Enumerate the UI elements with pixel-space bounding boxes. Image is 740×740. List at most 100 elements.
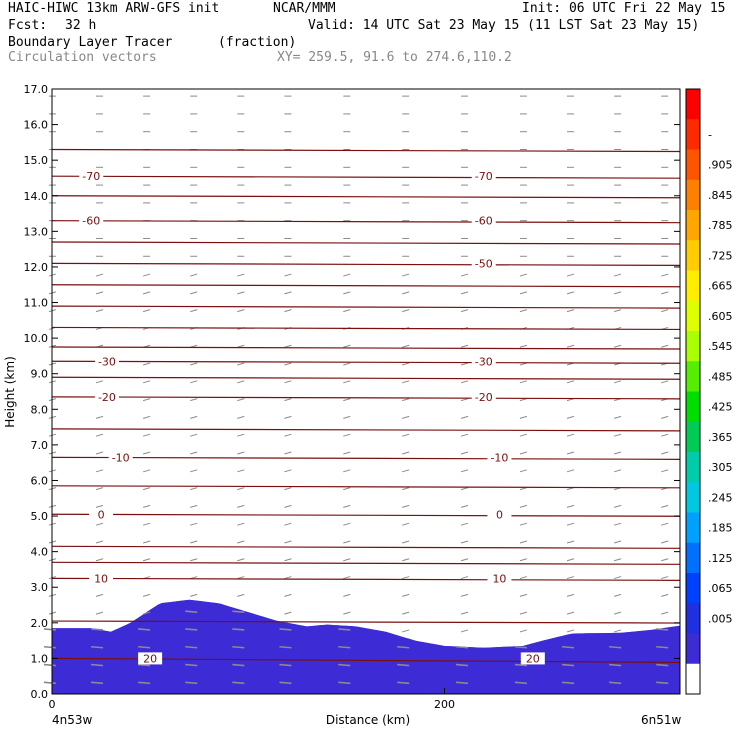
vector-arrow	[343, 433, 351, 437]
vector-arrow	[142, 398, 151, 402]
isotherm-label: -20	[475, 391, 493, 404]
vector-arrow	[460, 433, 469, 437]
vector-arrow	[460, 576, 469, 580]
isotherm-line	[51, 195, 681, 199]
vector-arrow	[343, 540, 351, 544]
isotherm-label-bg	[138, 652, 163, 665]
colorbar-label: .005	[708, 612, 733, 625]
isotherm-label: 10	[94, 572, 108, 585]
isotherm-label-bg	[94, 355, 119, 368]
vector-arrow	[613, 629, 622, 633]
isotherm-label: 10	[492, 572, 506, 585]
vector-arrow	[519, 380, 528, 384]
vector-arrow	[232, 663, 245, 667]
vector-arrow	[237, 451, 245, 455]
vector-arrow	[402, 576, 410, 580]
vector-arrow	[90, 645, 104, 649]
vector-arrow	[237, 415, 245, 419]
vector-arrow	[95, 273, 104, 277]
vector-arrow	[279, 681, 292, 685]
vector-arrow	[519, 522, 528, 526]
vector-arrow	[656, 681, 669, 685]
colorbar-label: .845	[708, 189, 733, 202]
vector-arrow	[43, 628, 56, 631]
vector-arrow	[613, 522, 622, 526]
isotherm-label: -70	[82, 170, 100, 183]
vector-arrow	[185, 645, 198, 649]
vector-arrow	[190, 469, 198, 473]
plot-frame	[51, 88, 681, 695]
vector-arrow	[232, 610, 245, 613]
vector-arrow	[232, 681, 245, 685]
vector-arrow	[566, 433, 575, 437]
vector-arrow	[284, 273, 292, 277]
vector-arrow	[519, 451, 528, 455]
vector-arrow	[95, 593, 104, 597]
vector-arrow	[519, 433, 528, 437]
colorbar-label: .125	[708, 552, 733, 565]
vector-arrow	[613, 611, 622, 615]
vector-arrow	[142, 540, 151, 544]
vector-arrow	[397, 645, 410, 649]
vector-arrow	[566, 309, 575, 313]
vector-arrow	[190, 380, 198, 384]
vector-arrow	[514, 663, 527, 667]
colorbar-label: .065	[708, 582, 733, 595]
y-ticks: 0.0 1.0 2.0 3.0 4.0 5.0 6.0 7.0 8.0 9.0 10.0 11.0 12…	[24, 83, 680, 701]
colorbar-label: .905	[708, 159, 733, 172]
field-units: (fraction)	[218, 35, 297, 50]
vector-arrow	[566, 504, 575, 508]
vector-arrow	[519, 629, 528, 633]
vector-arrow	[95, 611, 104, 615]
vector-arrow	[95, 415, 104, 419]
vector-arrow	[190, 487, 198, 491]
vector-arrow	[343, 415, 351, 419]
y-tick-label: 17.0	[24, 83, 49, 96]
y-axis-label: Height (km)	[3, 356, 17, 427]
vector-arrow	[519, 487, 528, 491]
isotherm-label-bg	[108, 451, 133, 464]
y-tick-label: 10.0	[24, 332, 49, 345]
colorbar-swatch	[686, 512, 700, 544]
colorbar-swatch	[686, 391, 700, 423]
vector-arrow	[613, 540, 622, 544]
vector-arrow	[402, 611, 410, 615]
tracer-fill	[52, 599, 680, 694]
vector-arrow	[284, 309, 292, 313]
vector-arrow	[460, 415, 469, 419]
vector-arrow	[90, 628, 104, 631]
vector-arrow	[279, 645, 292, 649]
vector-arrow	[138, 681, 151, 685]
vector-arrow	[237, 593, 245, 597]
vector-arrow	[402, 629, 410, 633]
vector-arrow	[566, 451, 575, 455]
vector-arrow	[613, 469, 622, 473]
vector-arrow	[284, 540, 292, 544]
vector-arrow	[460, 451, 469, 455]
isotherm-label-bg	[89, 572, 114, 585]
vector-arrow	[142, 415, 151, 419]
vector-arrow	[142, 291, 151, 295]
colorbar-swatch	[686, 300, 700, 332]
colorbar-swatch	[686, 573, 700, 604]
y-tick-label: 2.0	[31, 617, 49, 630]
vector-arrow	[661, 504, 669, 508]
vector-arrow	[613, 273, 622, 277]
vector-arrow	[397, 663, 410, 667]
vector-arrow	[519, 593, 528, 597]
vector-arrow	[190, 558, 198, 562]
vector-arrow	[460, 504, 469, 508]
vector-arrow	[190, 398, 198, 402]
isotherm-line	[51, 284, 681, 288]
vector-arrow	[402, 291, 410, 295]
vector-arrow	[190, 309, 198, 313]
vector-arrow	[95, 504, 104, 508]
vector-arrow	[402, 398, 410, 402]
vector-arrow	[90, 681, 104, 685]
vector-arrow	[613, 291, 622, 295]
vector-arrow	[661, 344, 669, 348]
x-axis-label: Distance (km)	[326, 713, 410, 727]
fcst-value: 32 h	[65, 18, 97, 33]
colorbar-label: .305	[708, 461, 733, 474]
